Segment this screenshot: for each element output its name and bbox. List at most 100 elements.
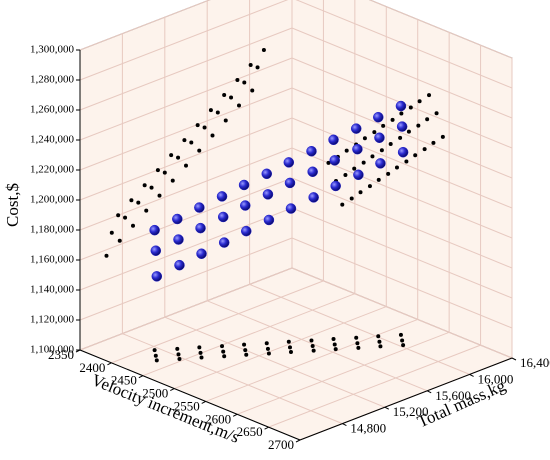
- grid-line: [79, 0, 289, 81]
- right-projection: [404, 159, 409, 164]
- left-projection: [149, 185, 154, 190]
- grid-line: [79, 237, 293, 321]
- right-projection: [425, 117, 430, 122]
- floor-projection: [333, 347, 338, 352]
- right-projection: [399, 111, 404, 116]
- point: [397, 146, 409, 158]
- point: [373, 111, 384, 123]
- y-tick-label: 16,400: [520, 355, 550, 370]
- floor-projection: [177, 357, 182, 362]
- floor-projection: [332, 342, 337, 347]
- point: [151, 271, 163, 282]
- left-projection: [248, 62, 253, 67]
- point: [173, 234, 184, 245]
- left-projection: [170, 178, 175, 183]
- grid-line: [79, 177, 293, 261]
- left-projection: [144, 208, 149, 213]
- grid-line: [291, 87, 513, 179]
- right-projection: [349, 196, 354, 201]
- point: [285, 203, 297, 214]
- left-projection: [261, 47, 266, 52]
- floor-projection: [401, 343, 406, 348]
- grid-line: [79, 267, 293, 351]
- floor-projection: [176, 352, 181, 357]
- point: [329, 155, 340, 166]
- floor-projection: [197, 345, 202, 350]
- point: [375, 158, 386, 169]
- point: [217, 211, 229, 223]
- floor-projection: [311, 348, 316, 353]
- y-tick-label: 15,200: [393, 404, 429, 419]
- right-projection: [406, 129, 411, 134]
- left-projection: [162, 170, 167, 175]
- left-projection: [237, 103, 241, 108]
- grid-line: [142, 293, 356, 377]
- floor-projection: [221, 349, 226, 354]
- left-projection: [195, 123, 200, 128]
- floor-projection: [153, 353, 158, 358]
- axis-line: [299, 357, 513, 441]
- right-projection: [361, 160, 366, 165]
- right-projection: [416, 123, 421, 128]
- grid-line: [79, 117, 293, 201]
- floor-projection: [310, 344, 315, 349]
- point: [150, 245, 162, 256]
- tick-mark: [75, 349, 81, 353]
- point: [307, 166, 318, 178]
- right-projection: [326, 160, 331, 165]
- left-projection: [189, 140, 194, 145]
- left-projection: [116, 213, 121, 218]
- right-projection: [358, 190, 363, 195]
- point: [396, 121, 408, 132]
- right-projection: [379, 148, 384, 153]
- right-projection: [376, 177, 381, 182]
- floor-projection: [355, 341, 360, 346]
- z-axis-label: Cost,$: [3, 183, 22, 227]
- grid-line: [79, 87, 293, 171]
- point: [261, 168, 273, 180]
- point: [172, 213, 183, 225]
- left-projection: [142, 183, 147, 188]
- z-tick-label: 1,100,000: [30, 344, 75, 356]
- right-projection: [343, 172, 348, 177]
- floor-projection: [356, 345, 361, 350]
- floor-projection: [398, 332, 403, 337]
- right-projection: [440, 134, 445, 139]
- floor-projection: [377, 339, 382, 344]
- left-projection: [182, 138, 187, 143]
- tick-mark: [138, 375, 144, 379]
- left-projection: [222, 93, 227, 98]
- floor-projection: [400, 338, 405, 343]
- x-tick-label: 2600: [205, 411, 231, 426]
- floor-projection: [244, 352, 249, 357]
- walls: [78, 0, 514, 441]
- left-projection: [109, 230, 114, 235]
- left-projection: [202, 125, 207, 130]
- left-projection: [155, 168, 160, 173]
- point: [263, 214, 275, 226]
- x-tick-label: 2700: [268, 437, 294, 452]
- right-projection: [434, 111, 439, 116]
- left-projection: [235, 78, 240, 83]
- floor-projection: [286, 339, 291, 344]
- right-projection: [427, 93, 432, 98]
- left-projection: [176, 155, 181, 160]
- z-tick-label: 1,140,000: [30, 284, 75, 296]
- right-projection: [381, 123, 386, 128]
- grid-line: [164, 316, 385, 408]
- x-tick-label: 2400: [79, 360, 105, 375]
- point: [174, 259, 185, 271]
- point: [350, 123, 362, 134]
- tick-mark: [426, 390, 432, 394]
- right-projection: [390, 117, 395, 122]
- floor-projection: [378, 344, 383, 349]
- floor-projection: [220, 344, 225, 349]
- tick-mark: [232, 413, 238, 417]
- left-projection: [131, 223, 135, 228]
- right-projection: [340, 202, 345, 207]
- left-projection: [136, 200, 141, 205]
- left-projection: [215, 110, 220, 115]
- point: [262, 189, 274, 200]
- floor-projection: [331, 336, 336, 341]
- grid-line: [291, 117, 513, 209]
